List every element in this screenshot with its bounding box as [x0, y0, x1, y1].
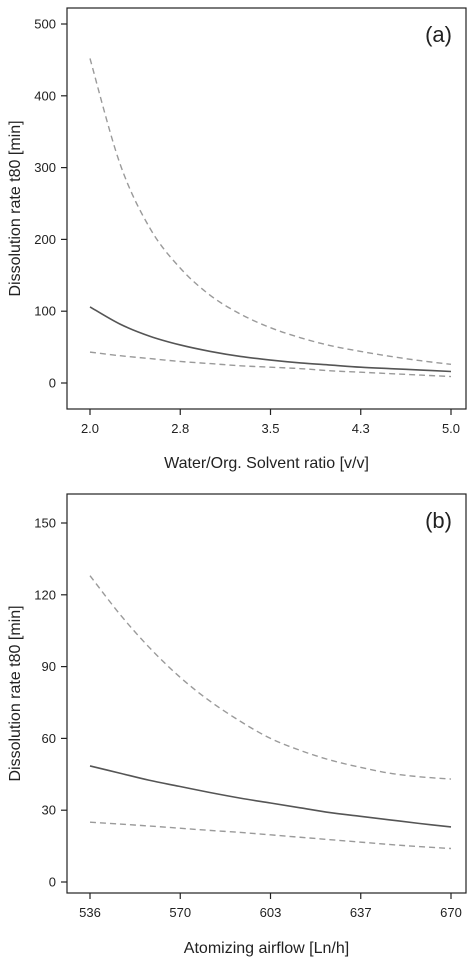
chart-panel-a: 0 100 200 300 400 500 2.0 2.8 3.5 4.3 5.0 Water/Org…	[7, 7, 467, 472]
chart-b-y-tick-label: 60	[42, 731, 56, 746]
chart-a-y-tick-label: 200	[34, 232, 56, 247]
chart-a-series-fit	[89, 306, 452, 373]
chart-a-svg: 0 100 200 300 400 500 2.0 2.8 3.5 4.3 5.0 Water/Org…	[7, 7, 467, 472]
chart-b-plot-frame	[66, 493, 467, 894]
chart-a-plot-frame	[66, 7, 467, 410]
chart-b-series-upper-ci	[89, 575, 452, 780]
chart-a-y-tick-label: 400	[34, 88, 56, 103]
chart-a-y-tick-label: 100	[34, 304, 56, 319]
chart-a-x-tick-label: 5.0	[442, 421, 460, 436]
chart-b-x-axis-title: Atomizing airflow [Ln/h]	[184, 940, 349, 957]
chart-a-x-tick-label: 4.3	[352, 421, 370, 436]
chart-a-series-upper-ci	[89, 58, 452, 366]
chart-a-x-axis-title: Water/Org. Solvent ratio [v/v]	[164, 455, 369, 472]
chart-a-x-tick-label: 3.5	[261, 421, 279, 436]
chart-b-y-tick-label: 0	[49, 875, 56, 890]
chart-a-y-axis-title: Dissolution rate t80 [min]	[7, 120, 24, 296]
chart-a-x-tick-label: 2.0	[81, 421, 99, 436]
chart-b-svg: 0 30 60 90 120 150 536 570 603 637 670 Atomizing ai…	[7, 493, 467, 957]
chart-b-y-tick-label: 120	[34, 587, 56, 602]
chart-b-x-tick-label: 603	[260, 905, 282, 920]
chart-a-y-tick-label: 300	[34, 160, 56, 175]
chart-b-panel-label: (b)	[425, 508, 452, 533]
chart-b-y-tick-label: 30	[42, 803, 56, 818]
chart-a-x-tick-label: 2.8	[171, 421, 189, 436]
chart-a-series-lower-ci	[89, 351, 452, 378]
chart-b-series-fit	[89, 765, 452, 828]
chart-b-x-tick-label: 536	[79, 905, 101, 920]
chart-b-series-lower-ci	[89, 821, 452, 850]
chart-a-panel-label: (a)	[425, 22, 452, 47]
chart-b-x-tick-label: 570	[169, 905, 191, 920]
chart-b-y-tick-label: 90	[42, 659, 56, 674]
chart-b-x-tick-label: 637	[350, 905, 372, 920]
chart-a-y-tick-label: 0	[49, 376, 56, 391]
chart-b-x-tick-label: 670	[440, 905, 462, 920]
chart-b-y-axis-title: Dissolution rate t80 [min]	[7, 605, 24, 781]
chart-b-y-tick-label: 150	[34, 516, 56, 531]
chart-a-y-tick-label: 500	[34, 17, 56, 32]
chart-panel-b: 0 30 60 90 120 150 536 570 603 637 670 Atomizing ai…	[0, 486, 474, 971]
